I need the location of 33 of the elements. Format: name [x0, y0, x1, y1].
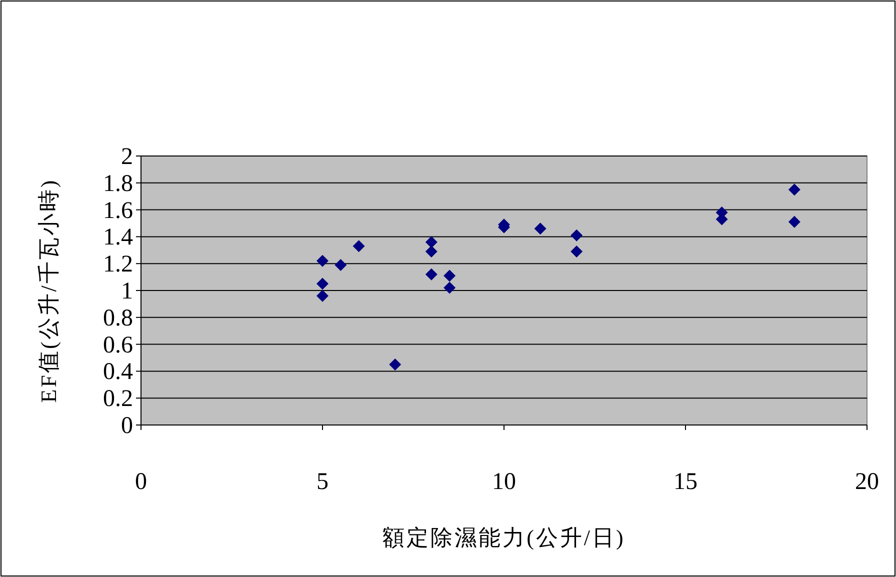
y-tick-label: 1.8 [103, 170, 133, 197]
y-tick-label: 1 [121, 278, 133, 304]
point [425, 245, 438, 258]
y-tick-label: 1.4 [103, 224, 133, 251]
point [316, 254, 328, 267]
point [316, 290, 328, 302]
x-tick-label: 5 [316, 469, 328, 495]
y-tick-label: 0.2 [103, 386, 133, 412]
point [425, 268, 438, 280]
point [444, 270, 456, 282]
x-axis-title: 額定除濕能力(公升/日) [382, 525, 626, 550]
point [389, 358, 402, 370]
y-axis-title: EF值(公升/千瓦小時) [36, 178, 61, 403]
y-tick-label: 1.6 [103, 198, 133, 224]
y-tick-label: 0.8 [103, 305, 133, 332]
point [788, 216, 800, 228]
y-tick-label: 1.2 [103, 252, 133, 278]
point [570, 245, 583, 258]
point [352, 240, 365, 252]
y-tick-label: 0.4 [103, 359, 133, 386]
point [316, 278, 328, 290]
point [534, 222, 546, 235]
point [570, 229, 583, 242]
point [444, 282, 456, 294]
point [425, 236, 438, 248]
x-tick-label: 20 [855, 469, 879, 495]
y-tick-label: 0.6 [103, 332, 133, 358]
y-tick-label: 2 [121, 144, 133, 170]
x-tick-label: 10 [492, 469, 516, 495]
x-tick-label: 15 [674, 469, 698, 495]
point [334, 258, 347, 271]
y-tick-label: 0 [121, 413, 133, 439]
point [788, 184, 800, 196]
